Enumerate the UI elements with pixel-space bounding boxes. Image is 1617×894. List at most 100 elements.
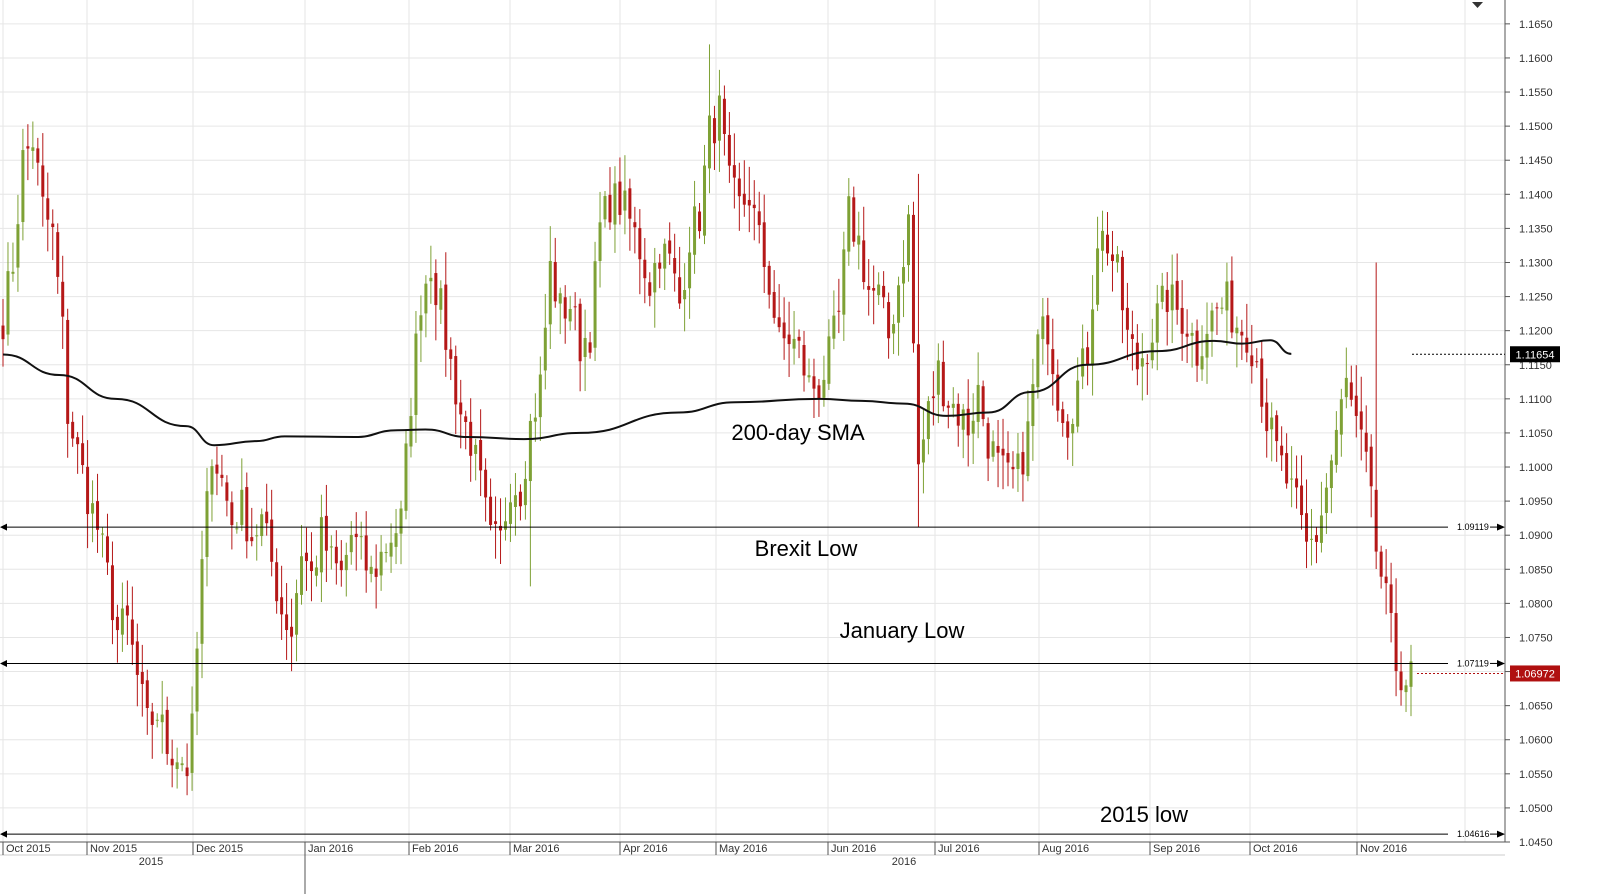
candle-body bbox=[409, 416, 413, 447]
candle-body bbox=[160, 714, 164, 723]
price-badge bbox=[1510, 346, 1560, 363]
price-badge-label: 1.11654 bbox=[1516, 349, 1555, 361]
candle-body bbox=[508, 502, 512, 524]
candle-body bbox=[608, 194, 612, 223]
candle-body bbox=[1260, 358, 1264, 407]
candle-body bbox=[996, 445, 1000, 453]
candle-body bbox=[205, 491, 209, 557]
candle-body bbox=[1285, 453, 1289, 484]
candle-body bbox=[578, 303, 582, 362]
candle-body bbox=[1245, 337, 1249, 353]
candle-body bbox=[1155, 303, 1159, 343]
candle-body bbox=[56, 232, 60, 277]
candle-body bbox=[777, 317, 781, 328]
candle-body bbox=[1250, 355, 1254, 367]
candle-body bbox=[543, 327, 547, 371]
candle-body bbox=[165, 709, 169, 754]
candles bbox=[1, 44, 1413, 796]
candle-body bbox=[364, 535, 368, 571]
candle-body bbox=[1, 325, 5, 340]
candle-body bbox=[444, 284, 448, 350]
candle-body bbox=[91, 503, 95, 514]
candle-body bbox=[902, 267, 906, 284]
candle-body bbox=[1339, 399, 1343, 435]
candle-body bbox=[429, 277, 433, 282]
candle-body bbox=[727, 134, 731, 166]
candle-body bbox=[1354, 395, 1358, 416]
candle-body bbox=[877, 284, 881, 296]
candle-body bbox=[200, 559, 204, 644]
candle-body bbox=[454, 356, 458, 405]
candle-body bbox=[663, 243, 667, 269]
month-tick-label: Jul 2016 bbox=[938, 843, 980, 855]
price-tick-label: 1.0850 bbox=[1519, 564, 1553, 576]
candle-body bbox=[285, 614, 289, 631]
candle-body bbox=[250, 537, 254, 542]
price-tick-label: 1.0950 bbox=[1519, 496, 1553, 508]
candle-body bbox=[847, 196, 851, 252]
candle-body bbox=[1140, 358, 1144, 367]
candle-body bbox=[732, 165, 736, 178]
candle-body bbox=[707, 115, 711, 169]
candle-body bbox=[170, 758, 174, 766]
level-arrow-right bbox=[1497, 659, 1505, 667]
month-tick-label: Mar 2016 bbox=[513, 843, 559, 855]
candle-body bbox=[722, 98, 726, 134]
candle-body bbox=[1225, 281, 1229, 311]
candle-body bbox=[1125, 307, 1129, 330]
candle-body bbox=[1011, 466, 1015, 470]
candle-body bbox=[787, 334, 791, 345]
candle-body bbox=[339, 560, 343, 571]
candle-body bbox=[1205, 333, 1209, 358]
candle-body bbox=[384, 552, 388, 554]
candle-body bbox=[1394, 613, 1398, 672]
candle-body bbox=[504, 521, 508, 530]
candle-body bbox=[643, 259, 647, 279]
month-tick-label: Aug 2016 bbox=[1042, 843, 1089, 855]
candle-body bbox=[1056, 374, 1060, 411]
candle-body bbox=[1101, 230, 1105, 251]
candle-body bbox=[1300, 485, 1304, 516]
candle-body bbox=[553, 261, 557, 302]
candle-body bbox=[548, 260, 552, 325]
candle-body bbox=[135, 641, 139, 675]
candle-body bbox=[1160, 285, 1164, 302]
month-tick-label: Jun 2016 bbox=[831, 843, 876, 855]
candle-body bbox=[469, 421, 473, 456]
candle-body bbox=[807, 375, 811, 378]
candle-body bbox=[857, 235, 861, 245]
price-badge bbox=[1510, 665, 1560, 682]
candle-body bbox=[424, 283, 428, 314]
candle-body bbox=[449, 349, 453, 359]
candle-body bbox=[1066, 421, 1070, 438]
price-tick-label: 1.1350 bbox=[1519, 223, 1553, 235]
candle-body bbox=[6, 271, 10, 335]
candle-body bbox=[105, 536, 109, 563]
candle-body bbox=[1255, 361, 1259, 363]
candle-body bbox=[369, 566, 373, 574]
candle-body bbox=[1275, 415, 1279, 442]
candle-body bbox=[1240, 331, 1244, 336]
candle-body bbox=[588, 342, 592, 353]
candle-body bbox=[225, 482, 229, 501]
candle-body bbox=[767, 265, 771, 295]
candle-body bbox=[120, 608, 124, 635]
candle-body bbox=[1314, 535, 1318, 542]
candle-body bbox=[494, 521, 498, 524]
candle-body bbox=[26, 146, 30, 149]
candle-body bbox=[71, 421, 75, 439]
candle-body bbox=[210, 466, 214, 495]
candle-body bbox=[1334, 429, 1338, 465]
candle-body bbox=[1295, 478, 1299, 488]
candle-body bbox=[374, 568, 378, 577]
candle-body bbox=[16, 224, 20, 268]
candle-body bbox=[698, 211, 702, 232]
candle-body bbox=[772, 292, 776, 318]
year-label: 2016 bbox=[892, 856, 916, 868]
candle-body bbox=[986, 423, 990, 459]
candle-body bbox=[46, 198, 50, 220]
candle-body bbox=[96, 501, 100, 530]
price-tick-label: 1.1650 bbox=[1519, 19, 1553, 31]
candle-body bbox=[926, 401, 930, 440]
candle-body bbox=[1364, 432, 1368, 452]
